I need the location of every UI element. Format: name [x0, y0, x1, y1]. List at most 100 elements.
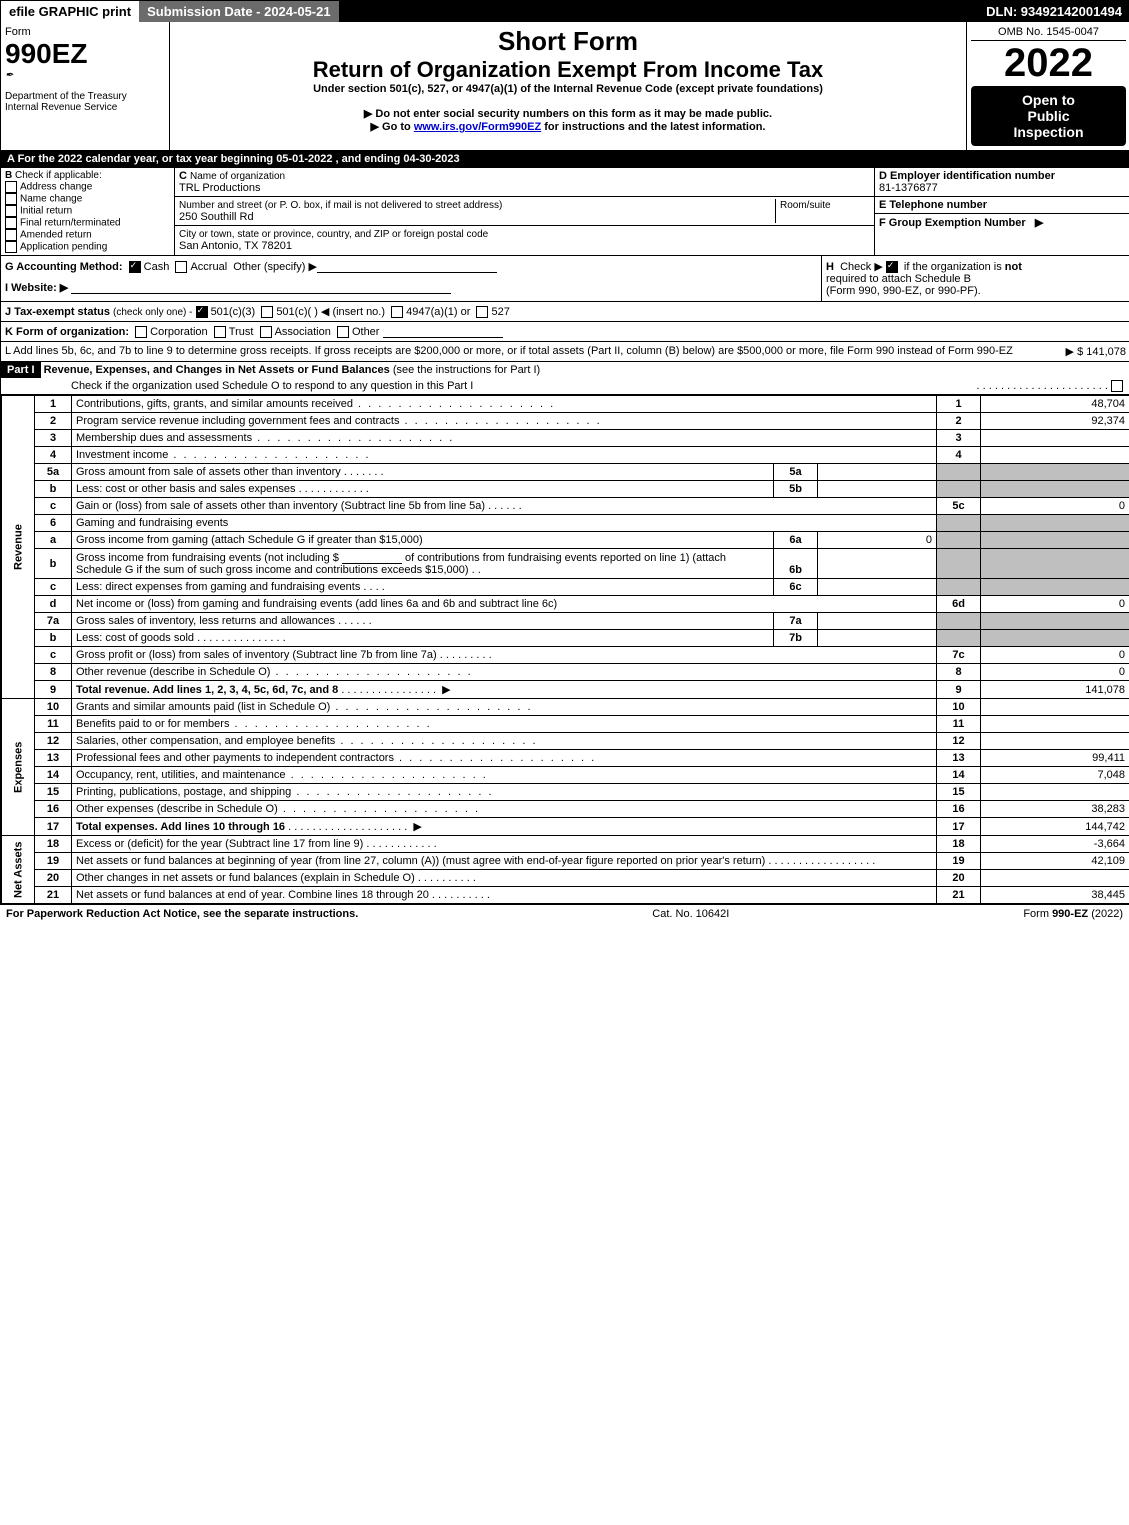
- j-o4: 527: [491, 306, 509, 318]
- ln20-r: 20: [937, 870, 981, 887]
- open-line3: Inspection: [975, 124, 1122, 140]
- opt-addr: Address change: [20, 182, 92, 193]
- ln6a-ma: 0: [818, 532, 937, 548]
- efile-print[interactable]: efile GRAPHIC print: [1, 1, 139, 22]
- ln6c-m: 6c: [774, 579, 818, 595]
- ln12-amt: [981, 733, 1129, 750]
- checkbox-4947[interactable]: [391, 306, 403, 318]
- ln7a-m: 7a: [774, 613, 818, 629]
- ln6-rshade: [937, 515, 981, 532]
- ln6b-m: 6b: [774, 549, 818, 578]
- ln4-desc: Investment income: [72, 447, 937, 464]
- ssn-warning: ▶ Do not enter social security numbers o…: [174, 107, 962, 120]
- section-j: J Tax-exempt status (check only one) - 5…: [1, 302, 1129, 322]
- ln1-amt: 48,704: [981, 396, 1129, 413]
- ln5a-m: 5a: [774, 464, 818, 480]
- footer-right-post: (2022): [1088, 908, 1123, 920]
- checkbox-cash[interactable]: [129, 261, 141, 273]
- form-word: Form: [5, 26, 165, 38]
- ln10-amt: [981, 699, 1129, 716]
- g-cash: Cash: [144, 261, 170, 273]
- checkbox-assoc[interactable]: [260, 326, 272, 338]
- checkbox-final-return[interactable]: [5, 217, 17, 229]
- ln9-desc: Total revenue. Add lines 1, 2, 3, 4, 5c,…: [72, 681, 937, 699]
- checkbox-other-org[interactable]: [337, 326, 349, 338]
- b-label: B: [5, 170, 12, 181]
- checkbox-name-change[interactable]: [5, 193, 17, 205]
- ln19-num: 19: [35, 853, 72, 870]
- checkbox-527[interactable]: [476, 306, 488, 318]
- form-header: Form 990EZ ✒ Department of the Treasury …: [1, 22, 1129, 151]
- under-section: Under section 501(c), 527, or 4947(a)(1)…: [174, 83, 962, 95]
- opt-name: Name change: [20, 194, 82, 205]
- ln16-r: 16: [937, 801, 981, 818]
- i-label: I Website: ▶: [5, 282, 68, 294]
- footer-left: For Paperwork Reduction Act Notice, see …: [6, 908, 358, 920]
- ln8-r: 8: [937, 664, 981, 681]
- ln18-num: 18: [35, 836, 72, 853]
- ln1-r: 1: [937, 396, 981, 413]
- section-c: C Name of organization TRL Productions N…: [175, 168, 874, 255]
- opt-app: Application pending: [20, 242, 107, 253]
- j-o1: 501(c)(3): [211, 306, 256, 318]
- ln17-amt: 144,742: [981, 818, 1129, 836]
- checkbox-501c[interactable]: [261, 306, 273, 318]
- h-t3: required to attach Schedule B: [826, 273, 971, 285]
- g-label: G Accounting Method:: [5, 261, 123, 273]
- k-o1: Corporation: [150, 326, 207, 338]
- irs-link[interactable]: www.irs.gov/Form990EZ: [414, 121, 541, 133]
- part1-checkline: Check if the organization used Schedule …: [71, 380, 473, 392]
- checkbox-corp[interactable]: [135, 326, 147, 338]
- ln4-num: 4: [35, 447, 72, 464]
- checkbox-schedule-b[interactable]: [886, 261, 898, 273]
- ln5b-rshade: [937, 481, 981, 498]
- ln17-desc: Total expenses. Add lines 10 through 16 …: [72, 818, 937, 836]
- g-accrual: Accrual: [190, 261, 227, 273]
- checkbox-schedule-o-part1[interactable]: [1111, 380, 1123, 392]
- k-o2: Trust: [229, 326, 254, 338]
- ln5b-ma: [818, 481, 937, 497]
- ln6a-m: 6a: [774, 532, 818, 548]
- ln17-r: 17: [937, 818, 981, 836]
- room-label: Room/suite: [780, 200, 831, 211]
- j-sub: (check only one) -: [113, 307, 192, 318]
- ln14-r: 14: [937, 767, 981, 784]
- ln15-r: 15: [937, 784, 981, 801]
- submission-date: Submission Date - 2024-05-21: [139, 1, 339, 22]
- section-k: K Form of organization: Corporation Trus…: [1, 322, 1129, 342]
- ln2-num: 2: [35, 413, 72, 430]
- checkbox-trust[interactable]: [214, 326, 226, 338]
- footer-catno: Cat. No. 10642I: [652, 908, 729, 920]
- ln5a-rshade: [937, 464, 981, 481]
- ln16-num: 16: [35, 801, 72, 818]
- ln5a-ashade: [981, 464, 1129, 481]
- ln7c-amt: 0: [981, 647, 1129, 664]
- org-name: TRL Productions: [179, 182, 261, 194]
- ln7b-desc: Less: cost of goods sold . . . . . . . .…: [72, 630, 937, 647]
- checkbox-501c3[interactable]: [196, 306, 208, 318]
- form-number: 990EZ: [5, 38, 165, 70]
- ln10-desc: Grants and similar amounts paid (list in…: [72, 699, 937, 716]
- ln13-amt: 99,411: [981, 750, 1129, 767]
- ln13-r: 13: [937, 750, 981, 767]
- city-value: San Antonio, TX 78201: [179, 240, 292, 252]
- ln9-num: 9: [35, 681, 72, 699]
- return-title: Return of Organization Exempt From Incom…: [174, 57, 962, 83]
- ln3-num: 3: [35, 430, 72, 447]
- ln17-num: 17: [35, 818, 72, 836]
- ln20-num: 20: [35, 870, 72, 887]
- checkbox-amended-return[interactable]: [5, 229, 17, 241]
- ln5c-num: c: [35, 498, 72, 515]
- checkbox-initial-return[interactable]: [5, 205, 17, 217]
- f-arrow: ▶: [1035, 217, 1043, 229]
- goto-line: ▶ Go to www.irs.gov/Form990EZ for instru…: [174, 120, 962, 133]
- netassets-label: Net Assets: [2, 836, 35, 904]
- checkbox-application-pending[interactable]: [5, 241, 17, 253]
- ln6b-d1: Gross income from fundraising events (no…: [76, 552, 339, 564]
- city-label: City or town, state or province, country…: [179, 229, 488, 240]
- ln5b-desc: Less: cost or other basis and sales expe…: [72, 481, 937, 498]
- ln7a-desc: Gross sales of inventory, less returns a…: [72, 613, 937, 630]
- c-label: C: [179, 170, 187, 182]
- checkbox-accrual[interactable]: [175, 261, 187, 273]
- checkbox-address-change[interactable]: [5, 181, 17, 193]
